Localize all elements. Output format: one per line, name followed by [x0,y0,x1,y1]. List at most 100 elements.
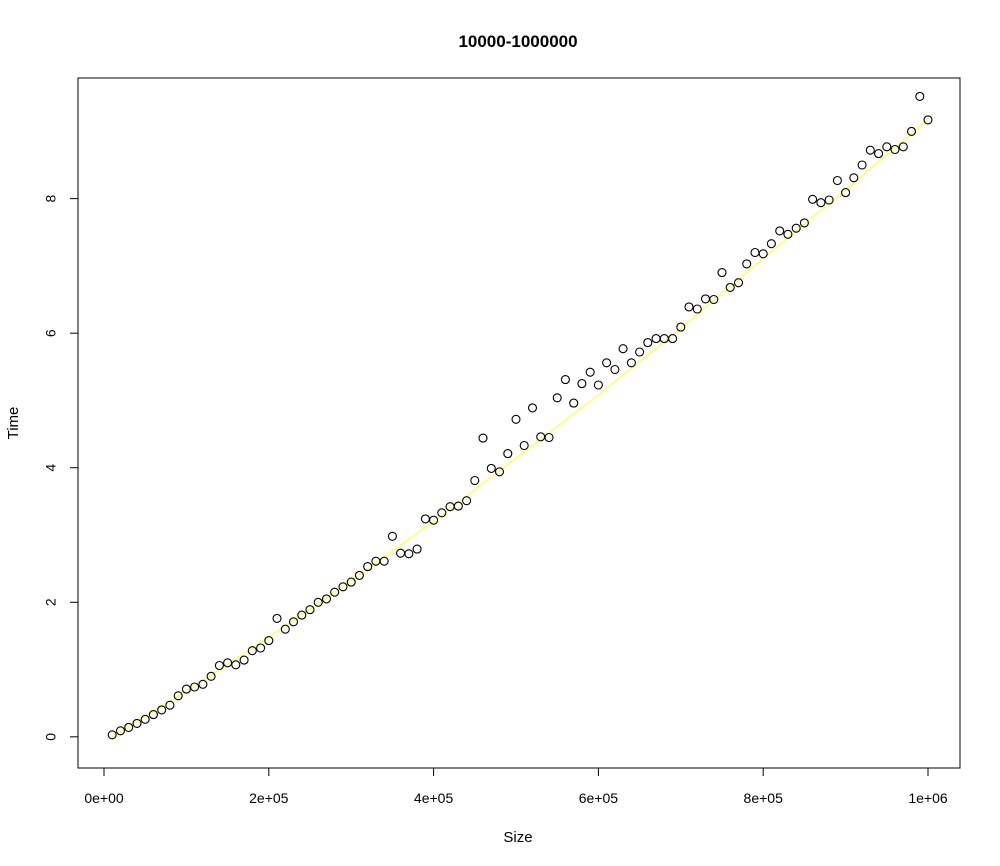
data-point [610,364,620,375]
data-point [742,259,752,269]
data-point [256,643,266,653]
data-point [132,718,142,728]
data-point [857,160,867,170]
data-point [552,393,562,403]
x-tick-label: 4e+05 [414,790,454,806]
data-point [898,142,908,152]
data-point [107,730,117,740]
data-point [190,682,200,692]
data-point [824,195,834,205]
y-tick-label: 8 [43,195,59,203]
data-point [412,544,422,554]
y-axis: 0 2 4 6 8 [43,195,79,741]
data-point [791,223,801,233]
data-point [560,375,570,385]
data-point [346,577,356,587]
data-point [124,722,134,732]
data-point [783,229,793,239]
data-point [330,587,340,597]
data-point [396,548,406,558]
data-point [602,358,612,368]
data-point [338,582,348,592]
data-point [148,710,158,720]
data-point [635,347,645,357]
data-point [692,304,702,314]
data-point [651,334,661,344]
data-point [923,115,933,125]
data-point [865,145,875,155]
y-tick-label: 0 [43,733,59,741]
x-tick-label: 2e+05 [249,790,289,806]
data-point [354,570,364,580]
data-point [247,646,257,656]
data-point [453,501,463,511]
data-point [626,358,636,368]
data-point [569,398,579,408]
data-point [527,403,538,413]
data-point [404,549,414,559]
data-point [709,294,719,305]
data-point [676,322,686,332]
data-point [593,380,603,390]
data-point [906,126,917,136]
data-point [832,175,842,186]
data-point [231,660,241,670]
data-point [239,655,249,665]
data-points [107,91,933,740]
data-point [585,367,595,377]
data-point [684,302,694,312]
data-point [305,605,315,615]
chart-title: 10000-1000000 [458,32,577,51]
x-tick-label: 0e+00 [84,790,124,806]
x-tick-label: 6e+05 [579,790,619,806]
data-point [849,173,859,183]
data-point [544,432,554,443]
data-point [717,268,727,278]
y-tick-label: 2 [43,598,59,606]
data-point [387,531,397,541]
x-axis: 0e+00 2e+05 4e+05 6e+05 8e+05 1e+06 [84,767,948,806]
data-point [173,691,183,701]
data-point [841,188,851,198]
data-point [915,91,925,101]
data-point [288,617,299,627]
data-point [808,194,818,204]
data-point [750,247,760,258]
data-point [115,726,126,736]
data-point [874,149,884,159]
data-point [198,679,208,689]
data-point [799,218,809,228]
data-point [429,515,439,525]
data-point [775,226,785,236]
data-point [379,556,389,566]
data-point [420,514,430,524]
data-point [313,597,323,607]
data-point [264,636,274,646]
y-tick-label: 6 [43,329,59,337]
data-point [577,379,587,389]
data-point [618,344,628,354]
data-point [758,249,768,259]
y-tick-label: 4 [43,464,59,472]
data-point [494,467,505,477]
x-tick-label: 1e+06 [908,790,948,806]
data-point [280,624,290,634]
data-point [470,475,480,486]
data-point [643,338,653,348]
data-point [486,463,496,473]
data-point [462,496,472,506]
data-point [214,660,224,671]
data-point [766,239,776,249]
data-point [297,610,307,620]
data-point [321,594,332,604]
data-point [165,700,175,710]
data-point [206,671,216,681]
x-axis-label: Size [503,829,532,846]
data-point [503,449,513,459]
data-point [816,198,826,208]
data-point [437,508,447,518]
fit-line [111,119,929,738]
data-point [700,294,711,304]
data-point [733,278,744,288]
